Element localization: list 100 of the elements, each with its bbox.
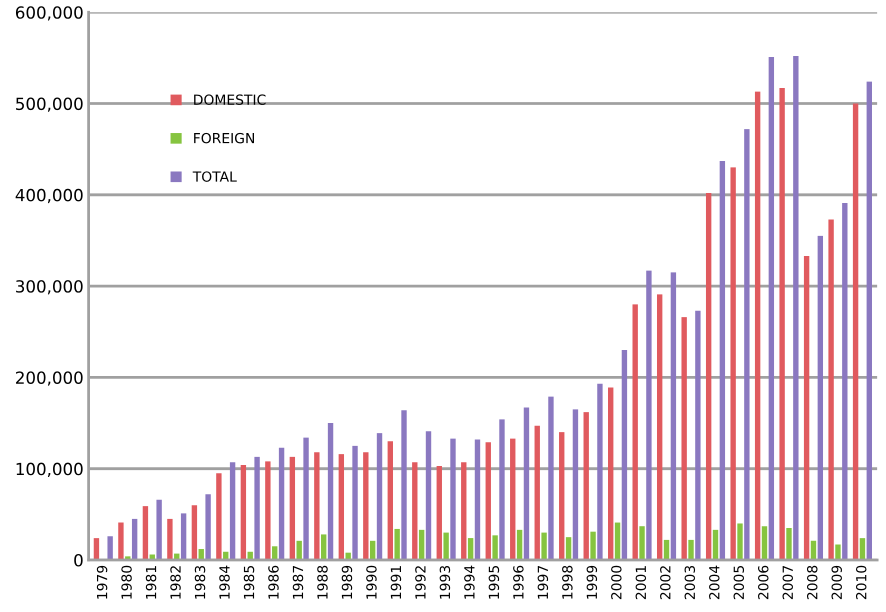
bar: [240, 465, 246, 560]
x-tick-label: 2004: [709, 566, 720, 600]
x-tick-label: 1988: [317, 566, 328, 599]
bar: [584, 412, 589, 560]
bar: [412, 462, 418, 560]
bar: [290, 456, 296, 560]
bar: [695, 310, 701, 560]
y-tick-label: 200,000: [16, 371, 83, 386]
bar: [443, 532, 449, 560]
bar: [793, 56, 799, 560]
bar: [363, 452, 369, 560]
x-tick-label: 2005: [734, 566, 744, 600]
x-tick-label: 1998: [562, 566, 573, 599]
x-tick-label: 2008: [806, 566, 818, 600]
y-tick-label: 400,000: [16, 188, 83, 204]
bar: [852, 104, 858, 560]
bar: [468, 538, 474, 560]
x-tick-label: 2000: [611, 566, 622, 600]
bar: [548, 396, 554, 560]
bar: [278, 448, 284, 560]
legend-label: FOREIGN: [194, 132, 254, 144]
bar: [474, 439, 480, 560]
x-tick-label: 1986: [268, 566, 279, 599]
x-tick-label: 1984: [219, 566, 230, 599]
y-tick-label: 600,000: [16, 6, 83, 21]
bar: [118, 522, 124, 560]
bar: [818, 236, 824, 560]
legend-label: DOMESTIC: [194, 94, 266, 105]
bar: [492, 535, 498, 560]
bar: [866, 82, 872, 560]
x-tick-label: 2007: [782, 566, 794, 600]
x-tick-label: 2001: [636, 566, 646, 600]
bar: [744, 129, 750, 560]
bar: [328, 423, 334, 560]
bar: [156, 500, 162, 560]
bar: [730, 167, 736, 560]
bar: [516, 530, 522, 560]
bar: [541, 532, 547, 560]
x-tick-label: 1980: [121, 566, 132, 599]
bar: [632, 304, 638, 560]
bar: [597, 384, 603, 560]
bar: [656, 294, 662, 560]
bar: [779, 88, 785, 560]
x-tick-label: 1992: [415, 566, 426, 599]
x-tick-label: 1983: [194, 566, 206, 599]
bar: [254, 456, 260, 560]
y-tick-label: 500,000: [16, 97, 83, 112]
bar: [534, 426, 540, 560]
bar: [296, 540, 302, 560]
x-tick-label: 1993: [440, 566, 450, 599]
x-tick-label: 1981: [146, 566, 156, 599]
x-tick-label: 1990: [366, 566, 377, 599]
bar: [670, 272, 676, 560]
bar: [167, 518, 173, 560]
bar: [436, 466, 442, 560]
bar: [681, 317, 687, 560]
bar: [608, 387, 614, 560]
bar: [450, 438, 456, 560]
bar: [461, 462, 466, 560]
bar: [524, 408, 530, 560]
bar: [486, 442, 491, 560]
bar: [706, 192, 712, 560]
bar: [205, 494, 211, 560]
bar: [614, 522, 620, 560]
bar: [180, 513, 186, 560]
bar: [622, 350, 628, 560]
x-tick-label: 2009: [831, 566, 842, 600]
bar: [510, 438, 516, 560]
bar: [566, 537, 572, 560]
bar: [107, 536, 113, 560]
bar: [394, 528, 400, 560]
bar: [804, 256, 810, 560]
bar: [321, 534, 326, 560]
x-tick-label: 2010: [856, 566, 866, 600]
bar: [142, 506, 148, 560]
bar: [754, 92, 760, 560]
bar: [352, 446, 358, 560]
y-tick-label: 100,000: [16, 462, 83, 477]
legend-label: TOTAL: [192, 171, 237, 182]
bar: [559, 432, 564, 560]
x-tick-label: 1987: [292, 566, 304, 599]
x-tick-label: 2003: [684, 566, 696, 600]
bar: [192, 505, 198, 560]
y-tick-label: 300,000: [16, 280, 83, 294]
x-tick-label: 1997: [538, 566, 548, 599]
bar: [401, 410, 407, 560]
bar: [388, 441, 393, 560]
bar: [842, 203, 848, 560]
bar: [376, 433, 382, 560]
x-tick-label: 1979: [96, 566, 108, 599]
bar: [338, 454, 344, 560]
bar: [426, 431, 432, 560]
x-tick-label: 1985: [244, 566, 254, 599]
x-tick-label: 1982: [170, 566, 181, 599]
bar: [303, 438, 309, 560]
x-tick-label: 1995: [488, 566, 500, 599]
bar: [646, 270, 652, 560]
x-tick-label: 1989: [342, 566, 352, 599]
y-tick-label: 0: [74, 554, 83, 567]
bar: [230, 462, 236, 560]
